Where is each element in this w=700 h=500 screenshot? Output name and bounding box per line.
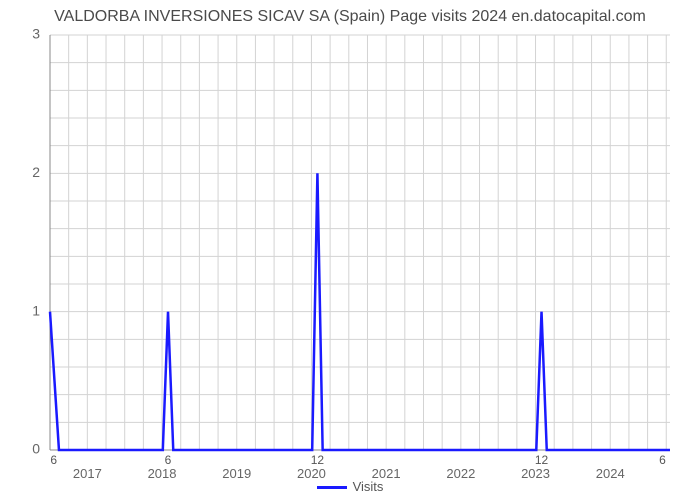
chart-title: VALDORBA INVERSIONES SICAV SA (Spain) Pa… — [0, 8, 700, 26]
svg-text:12: 12 — [535, 453, 549, 467]
chart-svg: 0123201720182019202020212022202320246612… — [50, 35, 670, 450]
svg-text:6: 6 — [659, 453, 666, 467]
legend: Visits — [0, 479, 700, 494]
svg-text:0: 0 — [32, 441, 40, 457]
svg-text:2: 2 — [32, 164, 40, 180]
svg-text:6: 6 — [50, 453, 57, 467]
svg-text:6: 6 — [165, 453, 172, 467]
legend-label: Visits — [353, 479, 384, 494]
svg-text:12: 12 — [311, 453, 325, 467]
svg-text:1: 1 — [32, 302, 40, 318]
chart-plot: 0123201720182019202020212022202320246612… — [50, 35, 670, 450]
legend-swatch — [317, 486, 347, 489]
svg-text:3: 3 — [32, 26, 40, 42]
